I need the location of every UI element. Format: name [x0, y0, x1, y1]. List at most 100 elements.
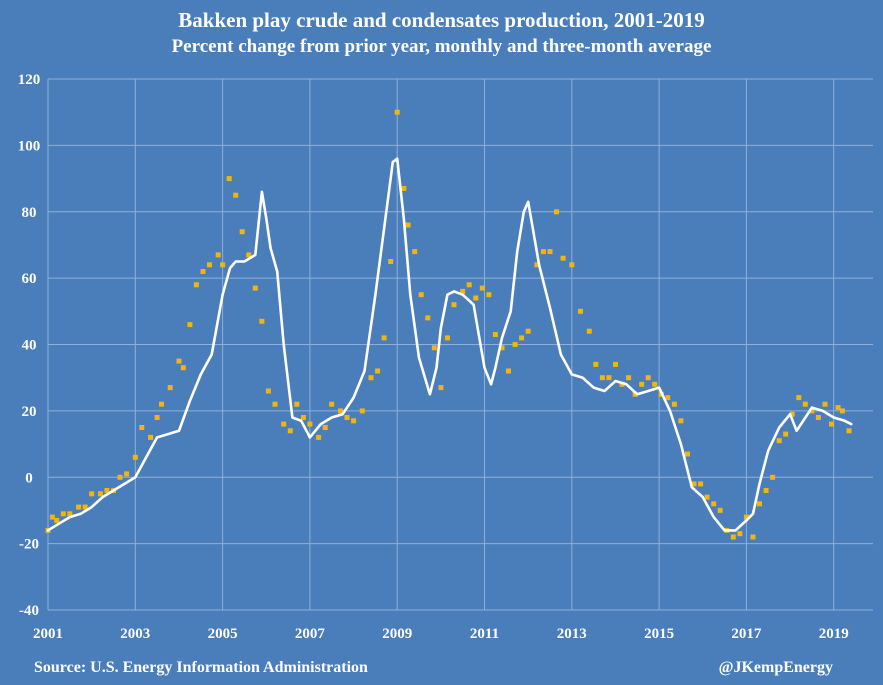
monthly-marker — [809, 408, 815, 414]
monthly-marker — [148, 434, 154, 440]
monthly-marker — [506, 368, 511, 374]
monthly-marker — [554, 209, 559, 215]
monthly-marker — [639, 381, 645, 387]
y-axis-ticks: -40 -20 0 20 40 60 80 100 120 — [18, 72, 41, 619]
monthly-marker — [425, 315, 431, 321]
monthly-marker — [613, 361, 618, 367]
monthly-marker — [193, 282, 199, 288]
monthly-marker — [829, 421, 834, 427]
monthly-marker — [466, 282, 472, 288]
monthly-marker — [117, 474, 123, 480]
monthly-marker — [750, 534, 756, 540]
monthly-marker — [82, 504, 88, 510]
monthly-marker — [796, 395, 802, 401]
monthly-marker — [560, 255, 566, 261]
monthly-marker — [486, 292, 492, 298]
x-tick-label: 2011 — [470, 626, 499, 642]
monthly-marker — [835, 405, 841, 411]
monthly-marker — [239, 229, 245, 235]
monthly-marker — [388, 259, 394, 264]
monthly-marker — [76, 504, 82, 510]
monthly-marker — [394, 109, 400, 115]
y-tick-label: 20 — [22, 404, 37, 420]
monthly-marker — [359, 408, 365, 414]
monthly-marker — [322, 425, 328, 430]
monthly-marker — [783, 431, 789, 437]
monthly-marker — [547, 249, 553, 255]
monthly-marker — [540, 249, 546, 255]
monthly-marker — [307, 421, 313, 427]
monthly-marker — [139, 425, 145, 430]
monthly-marker — [698, 481, 704, 487]
series-layer — [45, 109, 853, 540]
monthly-marker — [534, 262, 540, 268]
monthly-marker — [652, 381, 658, 387]
monthly-marker — [351, 418, 357, 424]
y-tick-label: 0 — [25, 470, 33, 486]
monthly-marker — [329, 401, 335, 407]
monthly-marker — [632, 391, 638, 397]
monthly-marker — [97, 491, 103, 497]
x-tick-label: 2003 — [120, 626, 150, 642]
monthly-marker — [665, 395, 671, 401]
x-tick-label: 2017 — [731, 626, 762, 642]
monthly-marker — [512, 342, 518, 347]
monthly-marker — [287, 428, 293, 434]
monthly-marker — [815, 415, 821, 420]
monthly-marker — [368, 375, 374, 381]
monthly-marker — [344, 415, 350, 420]
monthly-marker — [451, 302, 457, 308]
x-tick-label: 2007 — [295, 626, 326, 642]
monthly-marker — [215, 252, 221, 258]
monthly-marker — [691, 481, 697, 487]
y-tick-label: 80 — [22, 205, 37, 221]
monthly-marker — [159, 401, 164, 407]
monthly-marker — [525, 328, 531, 334]
monthly-marker — [316, 434, 322, 440]
y-tick-label: -40 — [19, 603, 39, 619]
monthly-marker — [272, 401, 278, 407]
y-tick-label: 60 — [22, 271, 37, 287]
x-tick-label: 2009 — [382, 626, 412, 642]
monthly-marker — [265, 388, 271, 394]
monthly-marker — [49, 514, 55, 520]
x-axis-ticks: 2001 2003 2005 2007 2009 2011 2013 2015 2017 2019 — [33, 626, 849, 642]
monthly-marker — [67, 511, 73, 517]
monthly-marker — [599, 375, 605, 381]
source-note: Source: U.S. Energy Information Administ… — [34, 659, 368, 676]
monthly-marker — [220, 262, 226, 268]
x-tick-label: 2019 — [819, 626, 849, 642]
monthly-marker — [678, 418, 684, 424]
monthly-marker — [438, 385, 444, 391]
monthly-marker — [375, 368, 381, 374]
monthly-marker — [737, 531, 743, 537]
monthly-marker — [381, 335, 387, 341]
gridlines — [47, 78, 873, 611]
three-month-average-line — [46, 157, 853, 532]
monthly-marker — [460, 288, 466, 294]
monthly-marker — [519, 335, 525, 341]
monthly-marker — [300, 415, 306, 420]
monthly-marker — [207, 262, 212, 268]
monthly-marker — [233, 192, 239, 198]
x-tick-label: 2013 — [557, 626, 587, 642]
chart-title: Bakken play crude and condensates produc… — [178, 8, 705, 32]
monthly-marker — [743, 514, 749, 520]
monthly-marker — [704, 494, 710, 500]
author-handle: @JKempEnergy — [718, 659, 833, 676]
monthly-marker — [294, 401, 300, 407]
monthly-marker — [89, 491, 95, 497]
x-tick-label: 2001 — [33, 626, 63, 642]
monthly-marker — [671, 401, 677, 407]
monthly-marker — [770, 474, 776, 480]
monthly-marker — [822, 401, 828, 407]
monthly-marker — [763, 488, 769, 493]
monthly-marker — [846, 428, 852, 434]
monthly-marker — [124, 471, 130, 477]
monthly-marker — [60, 511, 66, 517]
monthly-marker — [180, 365, 186, 371]
monthly-marker — [730, 534, 736, 540]
monthly-marker — [479, 285, 485, 291]
chart-subtitle: Percent change from prior year, monthly … — [171, 36, 712, 57]
monthly-marker — [717, 507, 723, 513]
